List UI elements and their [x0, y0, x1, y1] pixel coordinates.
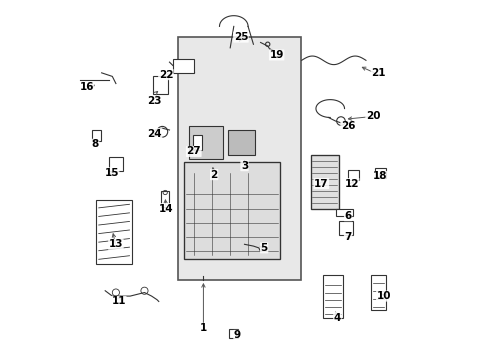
Bar — [335, 209, 353, 216]
Text: 6: 6 — [344, 211, 351, 221]
Text: 25: 25 — [233, 32, 248, 42]
Bar — [173, 59, 194, 73]
Bar — [310, 155, 339, 208]
Bar — [374, 168, 385, 178]
Bar — [178, 37, 300, 280]
Text: 27: 27 — [186, 147, 201, 157]
Text: 2: 2 — [210, 170, 217, 180]
Bar — [108, 157, 123, 171]
Bar — [229, 329, 238, 338]
Bar — [183, 162, 280, 258]
Text: 12: 12 — [344, 179, 358, 189]
Text: 14: 14 — [158, 203, 173, 213]
Bar — [92, 130, 101, 141]
Bar — [153, 76, 167, 94]
Text: 21: 21 — [370, 68, 385, 78]
Text: 22: 22 — [158, 69, 173, 80]
Text: 10: 10 — [376, 291, 390, 301]
Text: 19: 19 — [269, 50, 283, 60]
Text: 3: 3 — [241, 161, 247, 171]
Text: 11: 11 — [111, 296, 126, 306]
Text: 4: 4 — [333, 312, 340, 323]
Bar — [192, 135, 201, 150]
Text: 17: 17 — [313, 179, 328, 189]
Text: 9: 9 — [233, 330, 241, 341]
Text: 13: 13 — [108, 239, 123, 249]
Text: 24: 24 — [147, 129, 162, 139]
Bar — [370, 275, 385, 310]
Text: 23: 23 — [147, 96, 162, 107]
Text: 15: 15 — [104, 168, 119, 178]
Bar — [347, 170, 358, 180]
Text: 7: 7 — [344, 232, 351, 242]
Text: 20: 20 — [365, 111, 380, 121]
Bar — [339, 221, 353, 235]
Bar — [189, 126, 223, 158]
Text: 18: 18 — [372, 171, 386, 181]
Text: 16: 16 — [79, 82, 94, 92]
Text: 1: 1 — [200, 323, 206, 333]
Text: 5: 5 — [260, 243, 267, 253]
Bar — [96, 200, 132, 264]
Text: 26: 26 — [340, 121, 355, 131]
Bar — [161, 191, 169, 207]
Bar — [323, 275, 342, 318]
Text: 8: 8 — [91, 139, 99, 149]
Bar — [228, 130, 255, 155]
